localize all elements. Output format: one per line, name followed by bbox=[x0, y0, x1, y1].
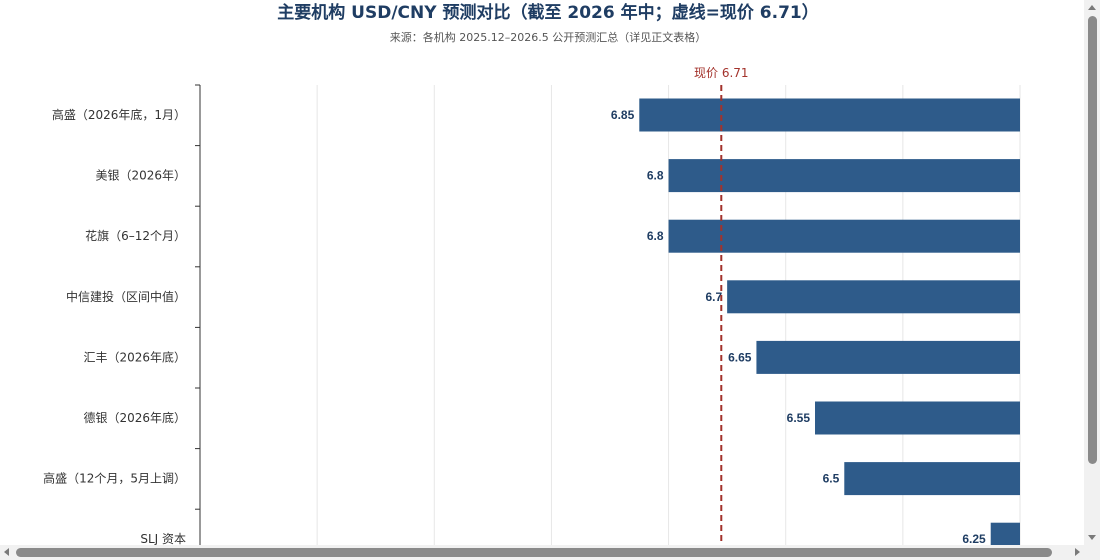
scrollbar-corner bbox=[1084, 545, 1100, 560]
chart-subtitle: 来源：各机构 2025.12–2026.5 公开预测汇总（详见正文表格） bbox=[390, 30, 706, 44]
category-label: 花旗（6–12个月） bbox=[85, 228, 186, 243]
bar bbox=[815, 401, 1020, 435]
category-label: 高盛（12个月，5月上调） bbox=[43, 471, 186, 486]
scroll-up-icon[interactable] bbox=[1088, 5, 1096, 10]
bar bbox=[668, 219, 1020, 253]
vertical-scroll-thumb[interactable] bbox=[1088, 16, 1097, 464]
bars: 6.85 6.8 6.8 6.7 6.65 6.55 6.5 6.25 bbox=[611, 98, 1020, 545]
horizontal-scrollbar[interactable] bbox=[0, 545, 1084, 560]
scroll-right-icon[interactable] bbox=[1075, 548, 1080, 556]
value-label: 6.8 bbox=[647, 169, 664, 183]
reference-label: 现价 6.71 bbox=[694, 66, 749, 80]
category-label: 中信建投（区间中值） bbox=[66, 289, 186, 304]
bar bbox=[639, 98, 1020, 132]
scroll-left-icon[interactable] bbox=[4, 548, 9, 556]
category-label: 美银（2026年） bbox=[95, 169, 186, 183]
value-label: 6.8 bbox=[647, 229, 664, 243]
scroll-down-icon[interactable] bbox=[1088, 535, 1096, 540]
horizontal-scroll-thumb[interactable] bbox=[16, 548, 1052, 557]
value-label: 6.85 bbox=[611, 108, 635, 122]
chart-title: 主要机构 USD/CNY 预测对比（截至 2026 年中；虚线=现价 6.71） bbox=[277, 2, 818, 23]
category-label: 德银（2026年底） bbox=[83, 410, 186, 425]
forecast-bar-chart: 主要机构 USD/CNY 预测对比（截至 2026 年中；虚线=现价 6.71）… bbox=[43, 2, 1021, 545]
value-label: 6.65 bbox=[728, 350, 752, 364]
bar bbox=[727, 280, 1020, 314]
category-label: 汇丰（2026年底） bbox=[83, 349, 186, 364]
value-label: 6.7 bbox=[705, 290, 722, 304]
category-label: SLJ 资本 bbox=[140, 532, 186, 545]
bar bbox=[844, 462, 1020, 496]
category-label: 高盛（2026年底，1月） bbox=[52, 107, 186, 122]
bar bbox=[668, 159, 1020, 193]
vertical-scrollbar[interactable] bbox=[1084, 0, 1100, 545]
value-label: 6.25 bbox=[962, 532, 986, 545]
bar bbox=[756, 340, 1020, 374]
value-label: 6.5 bbox=[823, 472, 840, 486]
reference-line-group: 现价 6.71 bbox=[694, 66, 749, 545]
value-label: 6.55 bbox=[787, 411, 811, 425]
bar bbox=[990, 522, 1020, 545]
y-axis: 高盛（2026年底，1月） 美银（2026年） 花旗（6–12个月） 中信建投（区间中… bbox=[43, 84, 201, 545]
